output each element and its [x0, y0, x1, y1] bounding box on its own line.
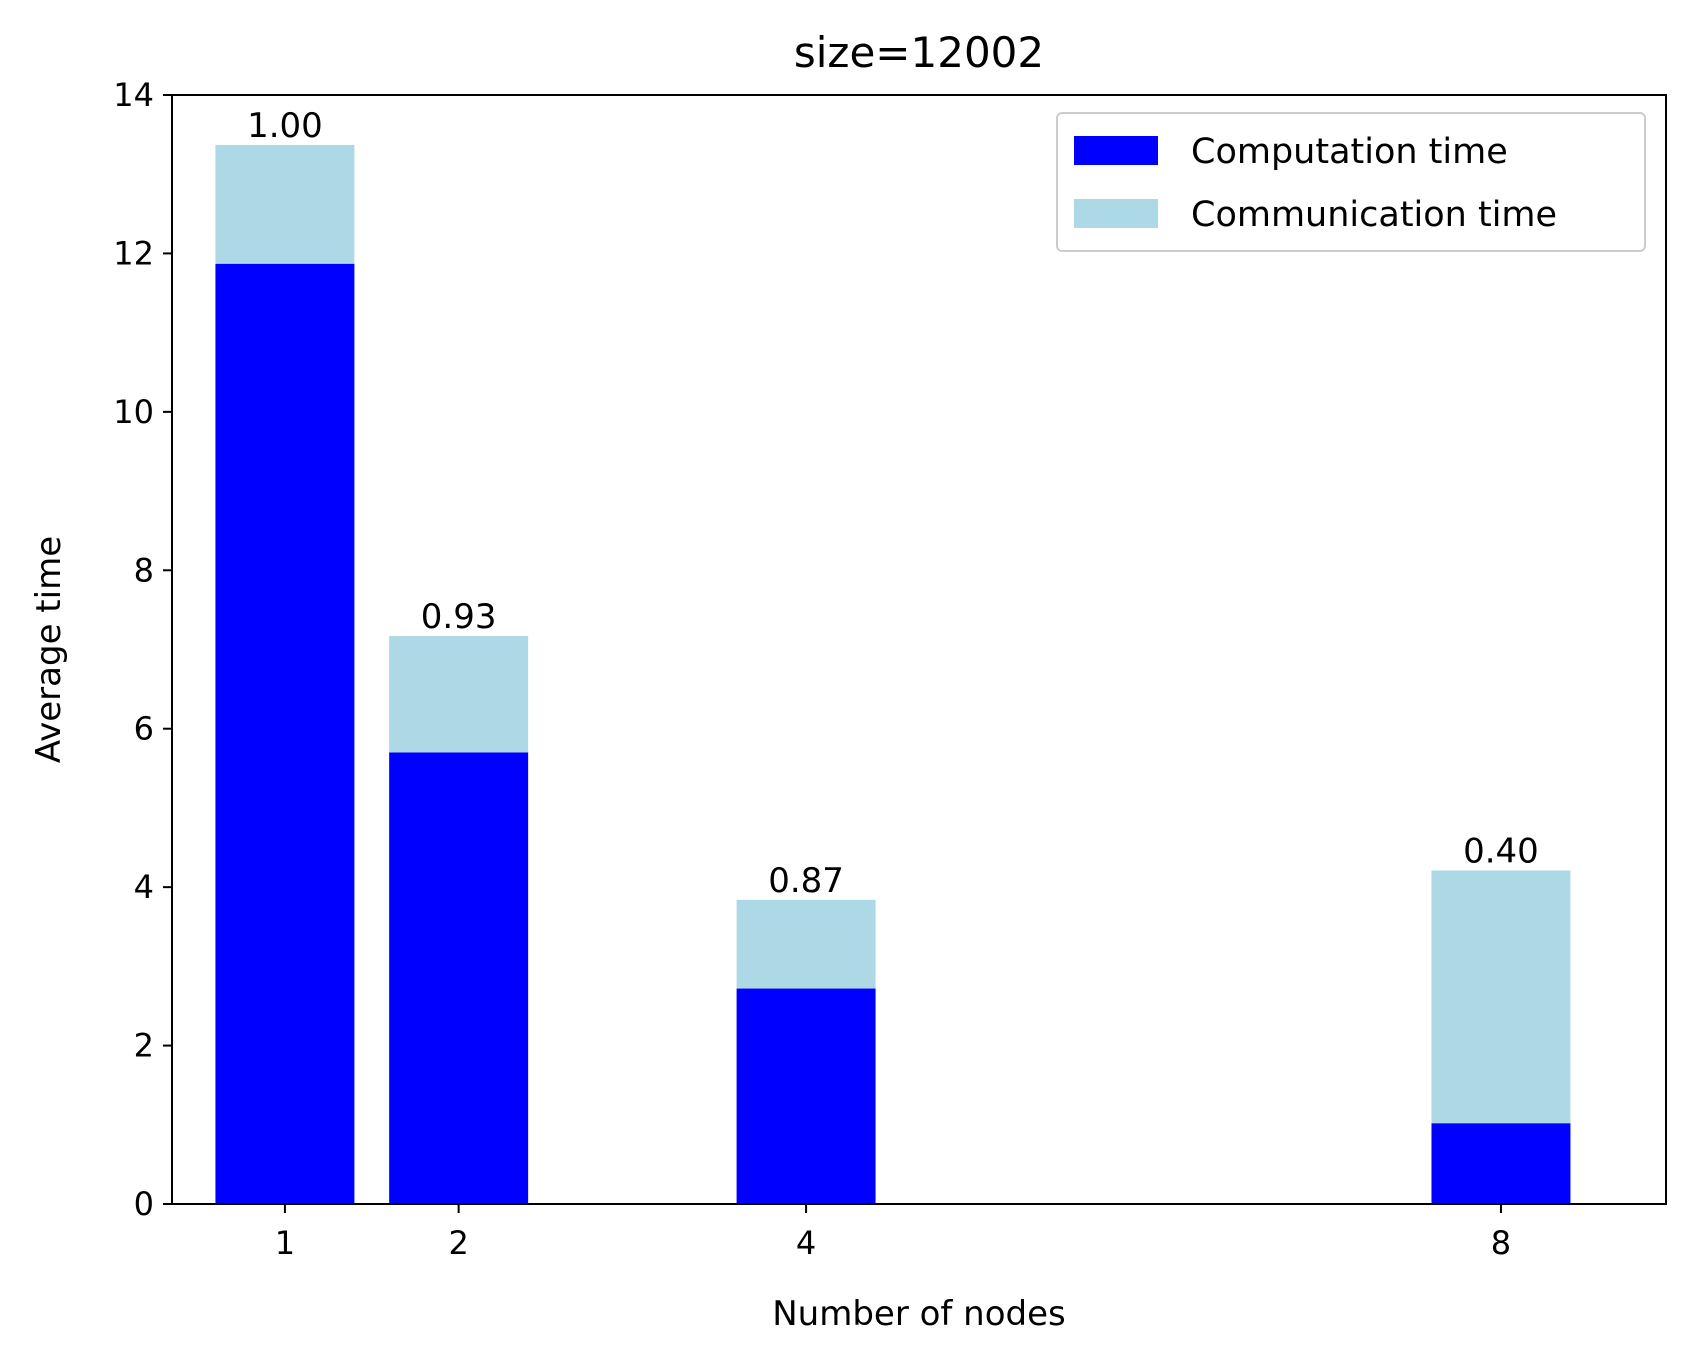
- bar-value-label-2: 0.93: [421, 597, 497, 637]
- y-tick-label-0: 0: [134, 1185, 154, 1223]
- legend-box: [1056, 112, 1646, 252]
- y-tick-label-12: 12: [113, 234, 154, 272]
- x-axis-label: Number of nodes: [772, 1294, 1066, 1334]
- legend-swatch-communication: [1074, 199, 1158, 228]
- x-tick-label-1: 1: [275, 1224, 295, 1262]
- bar-communication-8: [1431, 870, 1571, 1124]
- y-tick-label-4: 4: [134, 868, 154, 906]
- y-tick-label-10: 10: [113, 393, 154, 431]
- legend-swatch-computation: [1074, 136, 1158, 165]
- x-tick-label-8: 8: [1491, 1224, 1511, 1262]
- bar-computation-4: [736, 988, 876, 1204]
- bar-communication-2: [389, 636, 529, 753]
- y-tick-label-2: 2: [134, 1027, 154, 1065]
- y-axis-ticks: 0 2 4 6 8 10 12 14: [113, 76, 172, 1223]
- x-tick-label-2: 2: [448, 1224, 468, 1262]
- y-axis-label: Average time: [29, 536, 69, 763]
- chart-title: size=12002: [794, 28, 1044, 77]
- y-tick-label-8: 8: [134, 551, 154, 589]
- legend-label-computation: Computation time: [1191, 132, 1508, 172]
- bar-value-label-4: 0.87: [768, 861, 844, 901]
- bar-value-label-1: 1.00: [247, 106, 323, 146]
- legend-label-communication: Communication time: [1191, 195, 1557, 235]
- bar-labels-layer: 1.00 0.93 0.87 0.40: [247, 106, 1539, 901]
- bar-computation-8: [1431, 1123, 1571, 1204]
- x-tick-label-4: 4: [796, 1224, 816, 1262]
- plot-frame: [171, 94, 1667, 1205]
- y-tick-label-14: 14: [113, 76, 154, 114]
- legend: Computation time Communication time: [1056, 112, 1646, 252]
- bar-communication-1: [215, 144, 355, 264]
- bars-layer: [215, 144, 1571, 1204]
- bar-computation-1: [215, 263, 355, 1204]
- y-tick-label-6: 6: [134, 710, 154, 748]
- x-axis-ticks: 1 2 4 8: [275, 1204, 1511, 1262]
- bar-communication-4: [736, 899, 876, 989]
- bar-value-label-8: 0.40: [1463, 832, 1539, 872]
- bar-computation-2: [389, 752, 529, 1204]
